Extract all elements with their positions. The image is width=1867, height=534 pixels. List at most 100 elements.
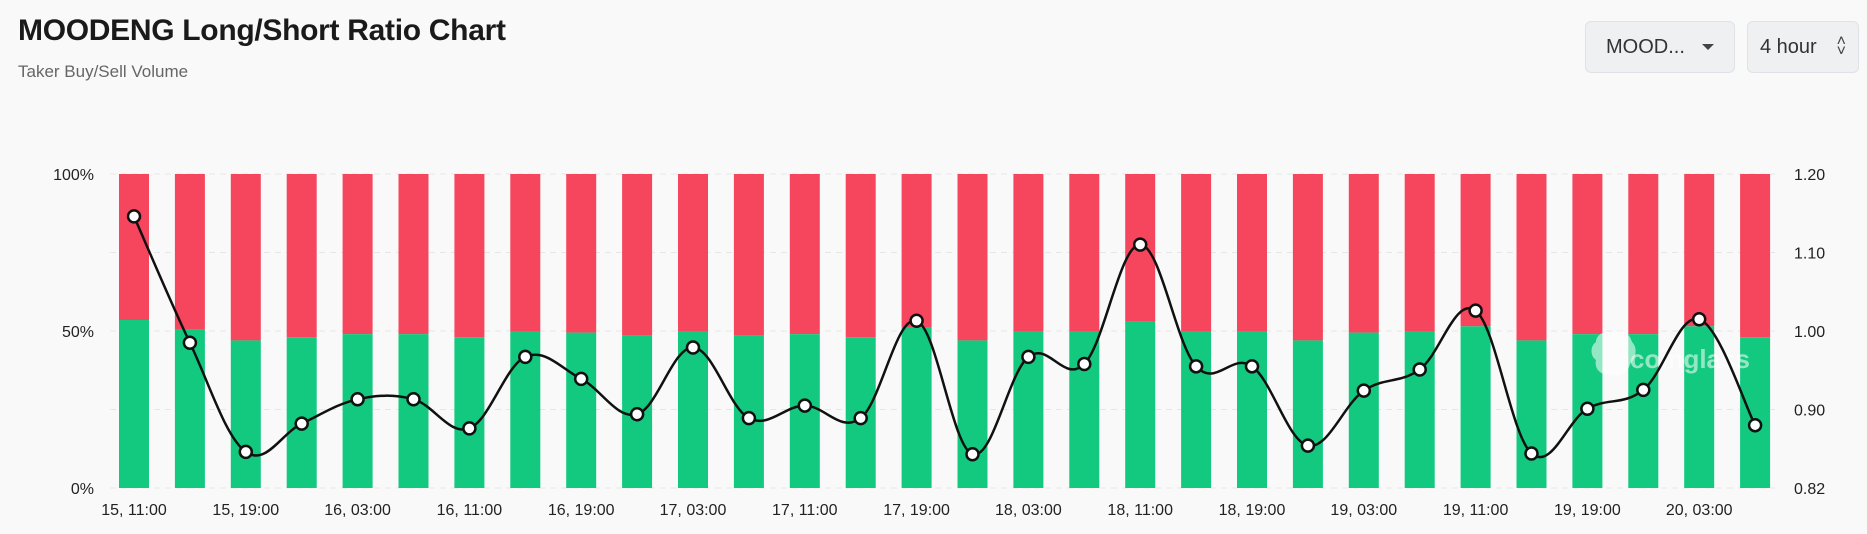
ratio-point (909, 313, 924, 329)
short-bar (398, 174, 429, 335)
short-bar (622, 174, 653, 336)
long-bar (1516, 340, 1547, 488)
ratio-point (1636, 382, 1651, 398)
left-axis-tick: 50% (62, 324, 94, 341)
right-axis-tick: 0.90 (1794, 403, 1825, 420)
short-bar (454, 174, 485, 338)
short-bar (1181, 174, 1212, 331)
ratio-point (1580, 401, 1595, 416)
ratio-point (1524, 446, 1539, 461)
ratio-point (965, 446, 980, 462)
ratio-point (797, 398, 813, 413)
x-axis-tick: 16, 19:00 (548, 502, 615, 519)
ratio-point (1412, 362, 1427, 377)
x-axis-tick: 18, 11:00 (1107, 502, 1173, 519)
left-axis-tick: 100% (53, 167, 94, 184)
short-bar (1684, 174, 1715, 327)
x-axis-tick: 17, 11:00 (772, 502, 838, 519)
x-axis-tick: 18, 03:00 (995, 502, 1062, 519)
watermark: coinglass (1591, 330, 1750, 376)
long-bar (1125, 321, 1156, 488)
page-subtitle: Taker Buy/Sell Volume (18, 62, 189, 81)
short-bar (1348, 174, 1379, 333)
x-axis-tick: 19, 11:00 (1443, 502, 1509, 519)
long-bar (566, 332, 597, 488)
short-bar (901, 174, 932, 328)
short-bar (1572, 174, 1603, 335)
ratio-point (406, 392, 421, 407)
left-axis-tick: 0% (71, 481, 94, 498)
ratio-point (853, 410, 868, 426)
long-bar (1684, 326, 1715, 488)
short-bar (1237, 174, 1267, 331)
x-axis-tick: 17, 03:00 (660, 502, 727, 519)
up-down-arrows-icon: ˄ ˅ (1836, 33, 1846, 60)
interval-select-value: 4 hour (1760, 35, 1817, 58)
long-bar (174, 329, 205, 488)
short-bar (789, 174, 820, 335)
long-bar (286, 337, 317, 488)
interval-select[interactable]: 4 hour ˄ ˅ (1747, 21, 1859, 73)
short-bar (1404, 174, 1435, 331)
ratio-point (294, 416, 309, 431)
short-bar (1013, 174, 1044, 331)
long-bar (398, 334, 429, 488)
short-bar (119, 174, 149, 321)
long-bar (901, 327, 932, 488)
short-bar (1628, 174, 1659, 335)
ratio-point (1132, 237, 1148, 252)
long-bar (1237, 331, 1267, 488)
x-axis-tick: 16, 11:00 (437, 502, 503, 519)
ratio-point (1356, 383, 1372, 398)
chevron-down-icon (1702, 44, 1714, 50)
ratio-point (1747, 417, 1763, 433)
ratio-point (462, 421, 477, 436)
right-axis-tick: 1.10 (1794, 246, 1825, 263)
x-axis-tick: 17, 19:00 (883, 502, 950, 519)
short-bar (286, 174, 317, 338)
x-axis-tick: 15, 11:00 (101, 502, 167, 519)
short-bar (1292, 174, 1323, 341)
x-axis-tick: 19, 19:00 (1554, 502, 1621, 519)
short-bar (845, 174, 876, 338)
ratio-point (518, 349, 533, 365)
long-bar (957, 340, 988, 488)
ratio-line-layer (126, 209, 1763, 462)
long-bar (1460, 326, 1491, 488)
long-bar (1348, 332, 1379, 488)
right-axis-tick: 1.00 (1794, 324, 1825, 341)
long-bar (1404, 331, 1435, 488)
x-axis-tick: 20, 03:00 (1666, 502, 1733, 519)
x-axis-tick: 18, 19:00 (1219, 502, 1286, 519)
long-bar (678, 331, 708, 488)
x-axis-tick: 15, 19:00 (212, 502, 279, 519)
long-bar (1292, 340, 1323, 488)
right-axis-tick: 0.82 (1794, 481, 1825, 498)
ratio-point (685, 340, 701, 355)
watermark-text: coinglass (1630, 344, 1750, 374)
ratio-point (1021, 349, 1036, 365)
short-bar (342, 174, 373, 335)
ratio-point (238, 444, 254, 460)
short-bar (510, 174, 541, 331)
short-bar (1740, 174, 1771, 338)
long-bar (454, 337, 485, 488)
long-bar (342, 334, 373, 488)
ratio-point (1077, 356, 1092, 372)
ratio-point (629, 406, 645, 422)
symbol-select[interactable]: MOOD... (1585, 21, 1735, 73)
chart-bars (119, 174, 1771, 488)
chart-grid (110, 173, 1775, 489)
ratio-point (741, 410, 757, 426)
x-axis-tick: 16, 03:00 (324, 502, 391, 519)
short-bar (1516, 174, 1547, 341)
long-bar (1740, 337, 1771, 488)
coinglass-logo-icon (1591, 330, 1636, 376)
ratio-point (350, 392, 365, 407)
ratio-point (1300, 438, 1316, 453)
chart-axes: 0% 50% 100% 0.82 0.90 1.00 1.10 1.20 15, 11:00 15… (53, 167, 1825, 519)
short-bar (678, 174, 708, 331)
long-bar (119, 320, 149, 488)
short-bar (1069, 174, 1100, 331)
